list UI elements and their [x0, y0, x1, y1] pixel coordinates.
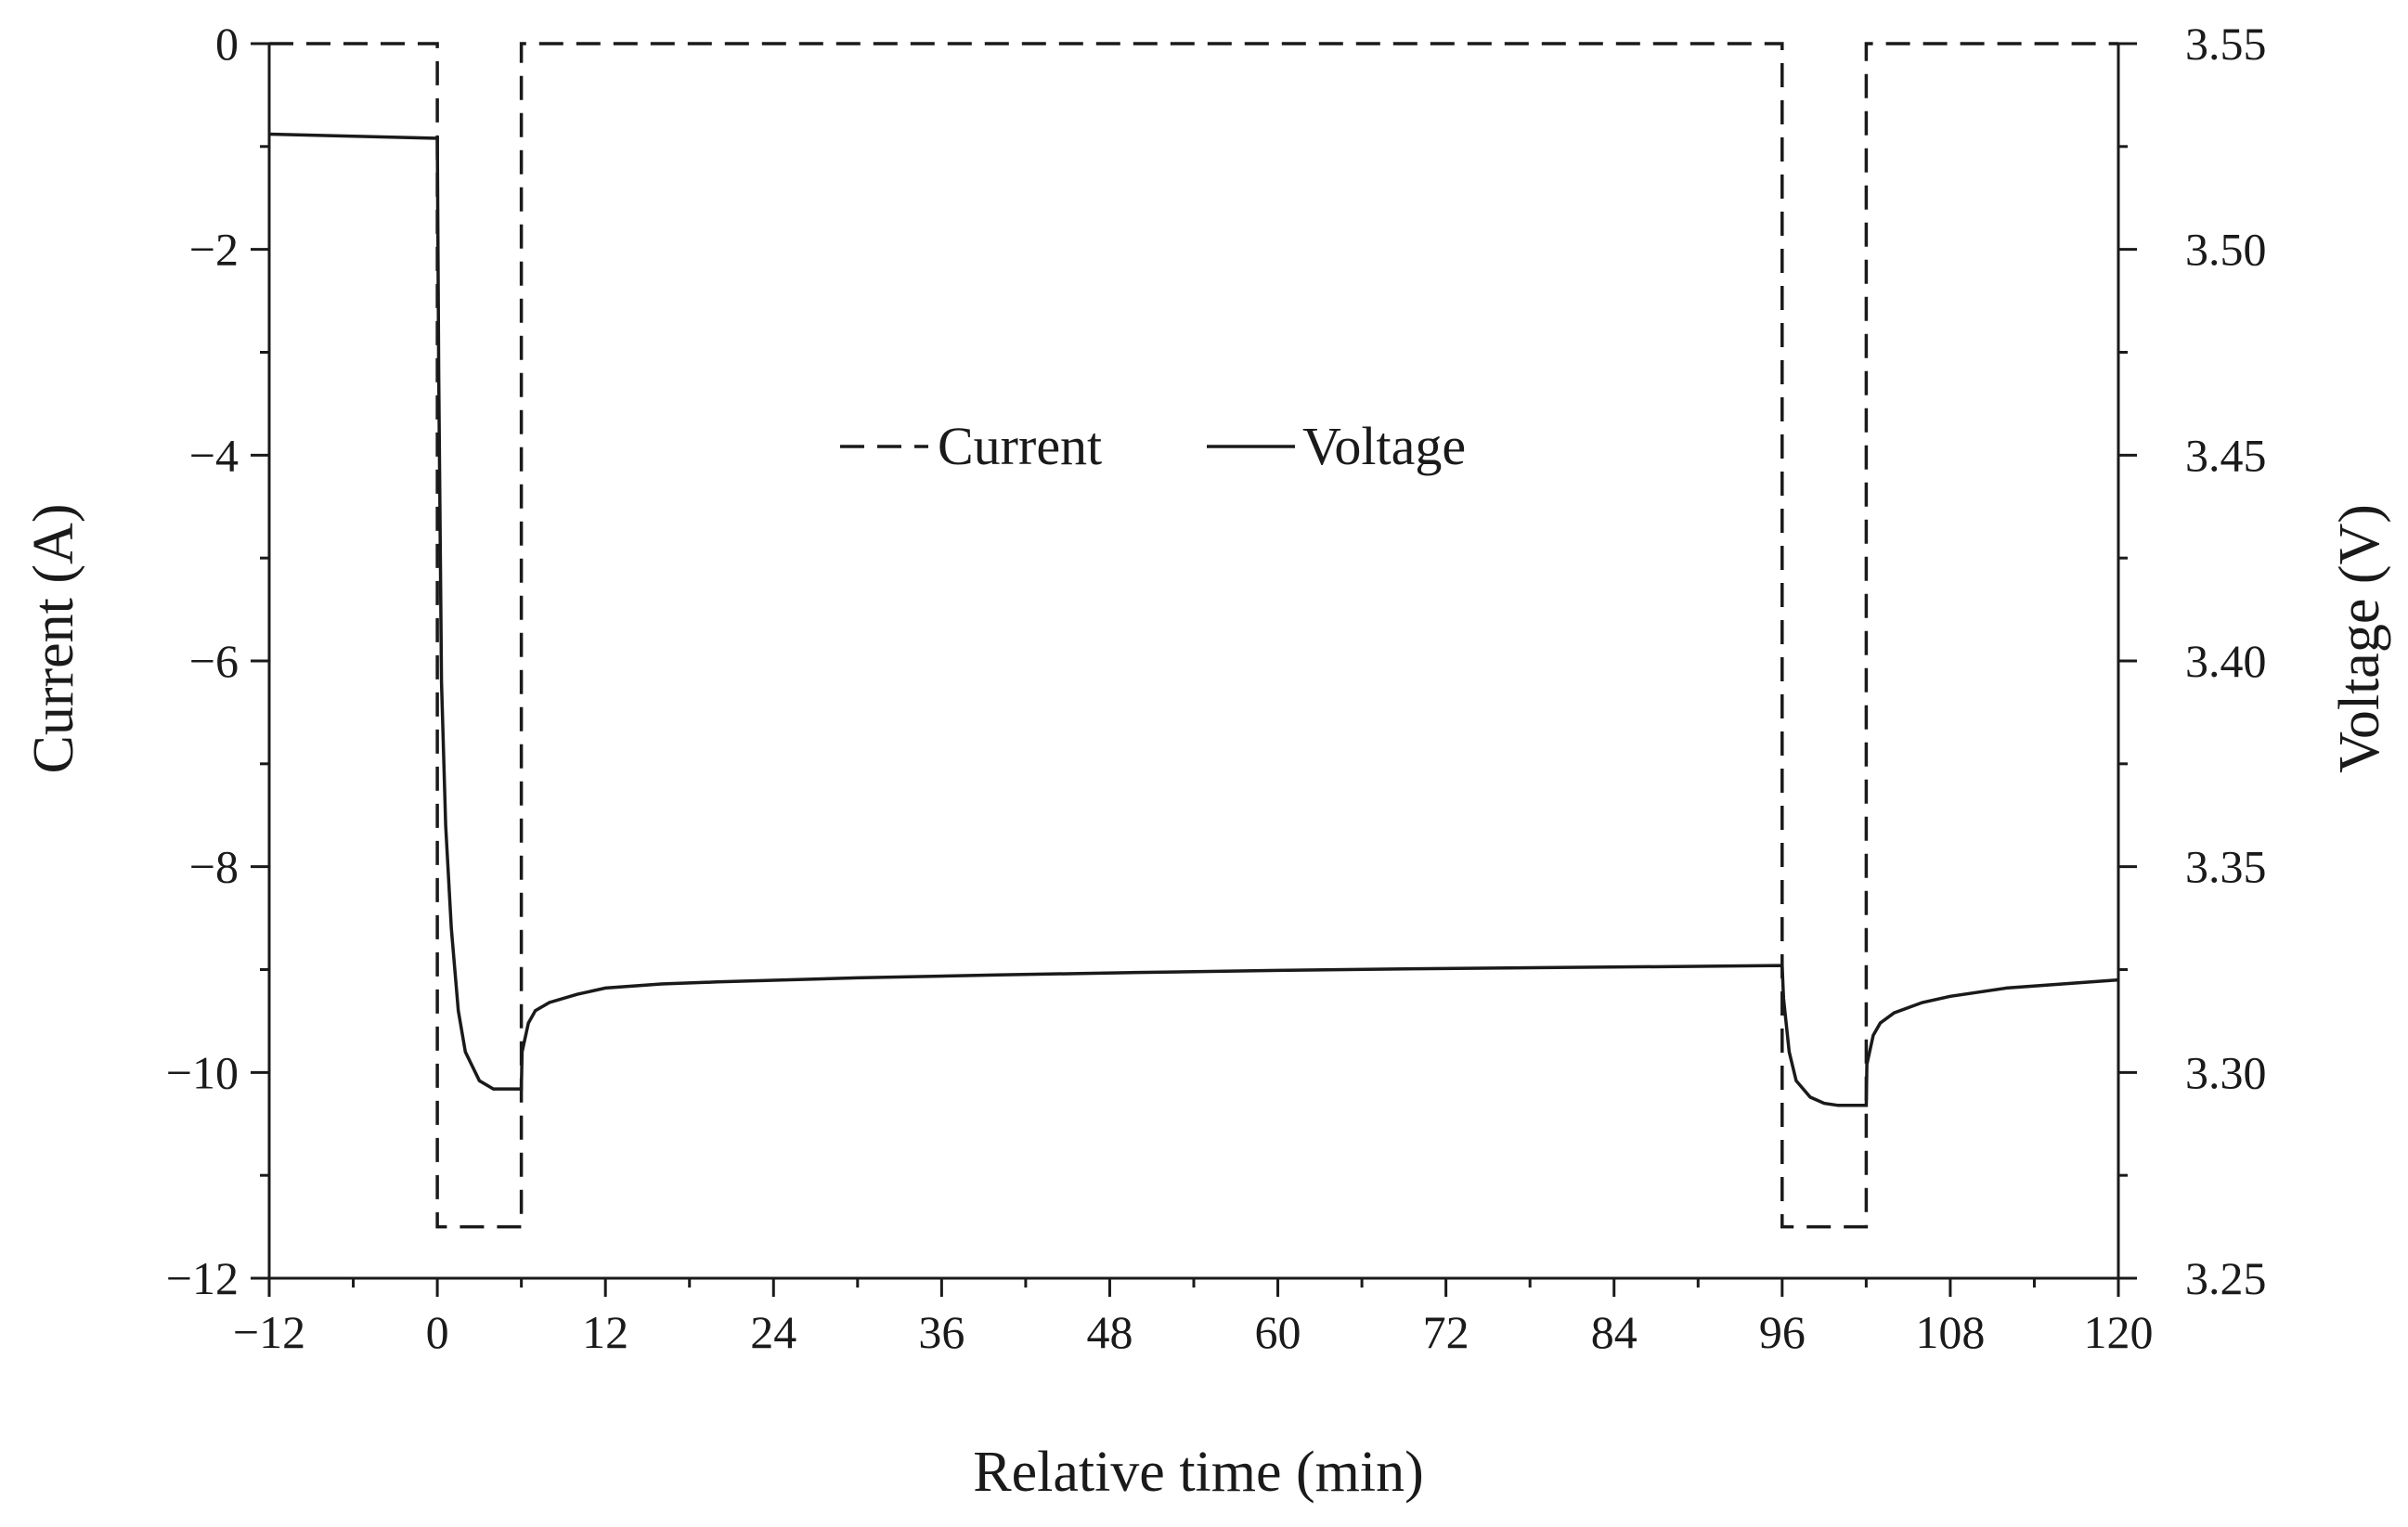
x-tick-label: 0 — [426, 1306, 449, 1358]
x-axis-title: Relative time (min) — [973, 1441, 1424, 1504]
y-left-tick-label: −6 — [189, 635, 239, 687]
y-right-tick-label: 3.55 — [2185, 18, 2267, 70]
y-left-tick-label: −10 — [166, 1046, 239, 1098]
legend-voltage-label: Voltage — [1302, 416, 1466, 476]
y-left-tick-label: −8 — [189, 841, 239, 893]
y-right-tick-label: 3.45 — [2185, 429, 2267, 481]
y-left-tick-label: −4 — [189, 429, 239, 481]
y-left-tick-label: −2 — [189, 224, 239, 276]
series-current-line — [269, 42, 2118, 1229]
y-left-tick-label: 0 — [215, 18, 239, 70]
x-tick-label: −12 — [233, 1306, 305, 1358]
legend-current-label: Current — [938, 416, 1102, 476]
x-tick-label: 96 — [1759, 1306, 1806, 1358]
y-right-tick-label: 3.25 — [2185, 1252, 2267, 1304]
legend: Current Voltage — [840, 416, 1466, 476]
series-layer — [268, 42, 2119, 1229]
x-tick-label: 48 — [1086, 1306, 1133, 1358]
x-tick-label: 120 — [2084, 1306, 2154, 1358]
x-tick-label: 36 — [918, 1306, 964, 1358]
x-tick-label: 84 — [1591, 1306, 1638, 1358]
x-tick-label: 24 — [750, 1306, 796, 1358]
series-voltage-line — [268, 132, 2119, 1107]
x-axis-ticks: −12 0 12 24 36 48 60 72 84 96 108 120 — [233, 1278, 2154, 1358]
y-right-axis-title: Voltage (V) — [2328, 504, 2391, 773]
y-right-tick-label: 3.50 — [2185, 224, 2267, 276]
y-left-axis-ticks: 0 −2 −4 −6 −8 −10 −12 — [166, 18, 269, 1304]
y-right-tick-label: 3.30 — [2185, 1046, 2267, 1098]
y-right-tick-label: 3.35 — [2185, 841, 2267, 893]
x-tick-label: 72 — [1423, 1306, 1469, 1358]
y-left-axis-title: Current (A) — [22, 504, 85, 774]
y-right-axis-ticks: 3.55 3.50 3.45 3.40 3.35 3.30 3.25 — [2118, 18, 2267, 1304]
x-tick-label: 108 — [1915, 1306, 1985, 1358]
y-left-tick-label: −12 — [166, 1252, 239, 1304]
x-tick-label: 12 — [582, 1306, 628, 1358]
x-tick-label: 60 — [1255, 1306, 1301, 1358]
y-right-tick-label: 3.40 — [2185, 635, 2267, 687]
plot-frame — [267, 44, 2120, 1280]
